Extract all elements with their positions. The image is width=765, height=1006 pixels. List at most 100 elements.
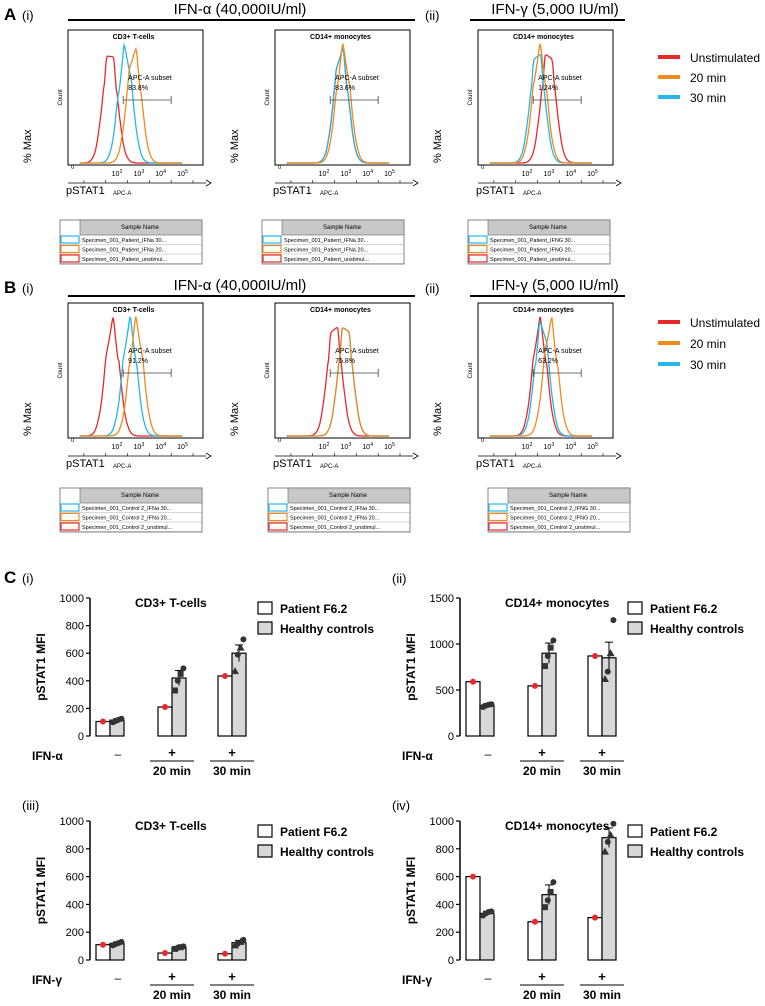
y-tick-label: 1000 bbox=[60, 593, 84, 605]
point-healthy bbox=[172, 945, 178, 952]
legend-swatch-healthy bbox=[257, 621, 273, 635]
roman-c-iv: (iv) bbox=[392, 798, 410, 813]
chart-title: CD14+ monocytes bbox=[505, 819, 610, 833]
tick-exponent: 5 bbox=[392, 442, 395, 448]
point-healthy bbox=[174, 677, 181, 684]
tick-label: 10 bbox=[362, 171, 370, 178]
x-axis-arrow bbox=[615, 179, 622, 187]
minus-sign: – bbox=[485, 747, 492, 761]
sample-color-swatch bbox=[488, 503, 508, 512]
sample-color-swatch bbox=[60, 522, 80, 531]
point-healthy bbox=[610, 820, 617, 827]
tick-label: 10 bbox=[362, 444, 370, 451]
tick-exponent: 2 bbox=[530, 442, 533, 448]
sample-name: Specimen_001_Patient_IFNa 30... bbox=[82, 238, 167, 244]
point-healthy bbox=[604, 668, 611, 675]
bar-patient bbox=[217, 675, 233, 737]
y-axis-label: % Max bbox=[229, 129, 241, 163]
tick-zero: 0 bbox=[278, 165, 282, 171]
point-patient bbox=[222, 950, 228, 957]
y-axis-label: pSTAT1 MFI bbox=[34, 633, 48, 701]
point-healthy bbox=[606, 649, 615, 657]
sample-name: Specimen_001_Control 2_unstimul... bbox=[290, 525, 381, 531]
curve-20min bbox=[79, 46, 183, 164]
roman-a-i: (i) bbox=[22, 8, 34, 23]
x-axis-arrow bbox=[205, 179, 212, 187]
tick-exponent: 4 bbox=[370, 442, 373, 448]
roman-b-i: (i) bbox=[22, 281, 34, 296]
legend-label-patient: Patient F6.2 bbox=[650, 602, 718, 616]
gate-label: APC-A subset bbox=[128, 348, 172, 355]
tick-exponent: 2 bbox=[530, 169, 533, 175]
stim-label: IFN-γ bbox=[402, 973, 432, 987]
stim-label: IFN-α bbox=[402, 749, 433, 763]
point-healthy bbox=[547, 644, 554, 651]
point-patient bbox=[470, 678, 476, 685]
sample-color-swatch bbox=[60, 244, 80, 254]
gate-label: APC-A subset bbox=[335, 348, 379, 355]
y-axis-label: pSTAT1 MFI bbox=[404, 857, 418, 925]
tick-exponent: 2 bbox=[120, 169, 123, 175]
legend-label-unstim: Unstimulated bbox=[690, 51, 760, 65]
sample-name: Specimen_001_Patient_IFNa 30... bbox=[284, 238, 369, 244]
point-patient bbox=[100, 718, 106, 725]
bar-healthy bbox=[601, 837, 617, 961]
sample-color-swatch bbox=[468, 244, 488, 254]
panel-letter-c: C bbox=[4, 568, 16, 587]
legend-label-healthy: Healthy controls bbox=[280, 622, 374, 636]
plot-frame bbox=[274, 302, 411, 439]
sample-name: Specimen_001_Control 2_IFNa 20... bbox=[290, 516, 380, 522]
x-axis-arrow bbox=[412, 179, 419, 187]
plot-title: CD3+ T-cells bbox=[113, 307, 155, 314]
bar-patient bbox=[587, 655, 603, 737]
stim-label: IFN-γ bbox=[32, 973, 62, 987]
sample-table-header: Sample Name bbox=[121, 493, 160, 499]
gate-percent: 83.6% bbox=[335, 85, 355, 92]
plus-sign: + bbox=[228, 745, 236, 760]
sample-name: Specimen_001_Patient_unstimul... bbox=[82, 257, 167, 263]
y-axis-label: % Max bbox=[432, 402, 444, 436]
y-tick-label: 200 bbox=[66, 703, 84, 715]
legend-swatch-patient bbox=[257, 824, 273, 838]
point-healthy bbox=[236, 643, 245, 651]
sample-color-swatch bbox=[60, 512, 80, 522]
plot-title: CD3+ T-cells bbox=[113, 34, 155, 41]
axis-unit-label: APC-A bbox=[320, 191, 338, 197]
bar-healthy bbox=[231, 652, 247, 737]
plot-frame bbox=[67, 29, 204, 166]
legend-swatch-healthy bbox=[257, 844, 273, 858]
y-tick-label: 800 bbox=[66, 844, 84, 856]
tick-exponent: 5 bbox=[185, 169, 188, 175]
legend-label-20: 20 min bbox=[690, 337, 726, 351]
legend-swatch-healthy bbox=[627, 844, 643, 858]
y-tick-label: 500 bbox=[436, 685, 454, 697]
point-patient bbox=[532, 918, 538, 925]
minus-sign: – bbox=[115, 971, 122, 985]
y-tick-label: 600 bbox=[66, 648, 84, 660]
sample-table-header: Sample Name bbox=[121, 225, 160, 231]
minus-sign: – bbox=[115, 747, 122, 761]
y-tick-label: 0 bbox=[448, 731, 454, 743]
point-patient bbox=[162, 704, 168, 711]
y-axis-label: % Max bbox=[22, 129, 34, 163]
sample-table-header: Sample Name bbox=[329, 493, 368, 499]
tick-zero: 0 bbox=[481, 438, 485, 444]
tick-zero: 0 bbox=[278, 438, 282, 444]
curve-20min bbox=[489, 43, 593, 164]
axis-unit-label: APC-A bbox=[523, 191, 541, 197]
curve-20min bbox=[489, 317, 593, 437]
plot-title: CD14+ monocytes bbox=[310, 34, 371, 41]
point-healthy bbox=[172, 687, 178, 694]
bar-patient bbox=[465, 681, 481, 737]
point-healthy bbox=[118, 938, 125, 945]
sample-name: Specimen_001_Control 2_IFNa 30... bbox=[82, 506, 172, 512]
curve-20min bbox=[286, 43, 390, 164]
bar-patient bbox=[587, 917, 603, 961]
sample-table-header: Sample Name bbox=[549, 493, 588, 499]
y-tick-label: 200 bbox=[436, 927, 454, 939]
time-label: 30 min bbox=[583, 764, 621, 778]
tick-exponent: 3 bbox=[551, 169, 554, 175]
